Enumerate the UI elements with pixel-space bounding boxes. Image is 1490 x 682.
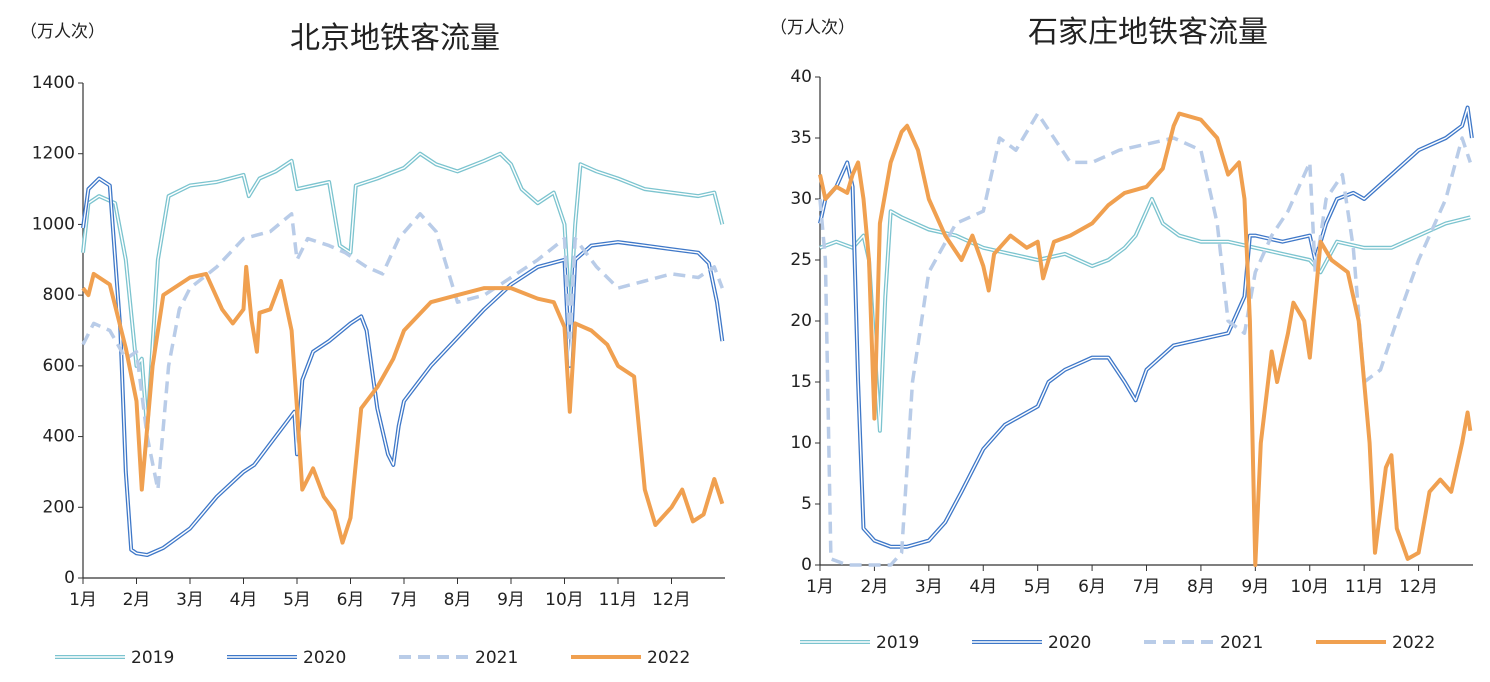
x-tick-label: 4月 [230, 590, 258, 610]
x-tick-label: 6月 [1078, 577, 1106, 597]
y-tick-label: 1000 [32, 214, 75, 234]
legend-label: 2019 [131, 648, 174, 668]
y-tick-label: 800 [43, 285, 75, 305]
y-tick-label: 15 [790, 372, 812, 392]
x-tick-label: 8月 [444, 590, 472, 610]
y-tick-label: 10 [790, 433, 812, 453]
legend-label: 2022 [1392, 633, 1435, 653]
y-axis-unit: （万人次） [770, 18, 855, 38]
x-tick-label: 9月 [497, 590, 525, 610]
series-line [81, 212, 724, 492]
y-tick-label: 30 [790, 189, 812, 209]
series-line-inner [819, 106, 1473, 548]
series-line-inner [82, 153, 723, 431]
legend-label: 2020 [303, 648, 346, 668]
x-tick-label: 6月 [337, 590, 365, 610]
x-tick-label: 3月 [176, 590, 204, 610]
legend-label: 2019 [876, 633, 919, 653]
y-tick-label: 35 [790, 128, 812, 148]
series-line [81, 264, 725, 545]
y-tick-label: 25 [790, 250, 812, 270]
series-line [818, 111, 1472, 567]
series-line-inner [82, 177, 723, 556]
chart-title: 北京地铁客流量 [290, 21, 500, 56]
y-tick-label: 20 [790, 311, 812, 331]
series-line-inner [819, 198, 1471, 432]
y-tick-label: 1200 [32, 144, 75, 164]
x-tick-label: 7月 [1133, 577, 1161, 597]
series-line [81, 151, 725, 432]
x-tick-label: 8月 [1187, 577, 1215, 597]
x-tick-label: 12月 [652, 590, 691, 610]
y-tick-label: 1400 [32, 73, 75, 93]
x-tick-label: 7月 [390, 590, 418, 610]
x-tick-label: 3月 [915, 577, 943, 597]
legend-label: 2021 [475, 648, 518, 668]
y-tick-label: 0 [801, 555, 812, 575]
series-line [818, 111, 1473, 567]
x-tick-label: 5月 [1024, 577, 1052, 597]
x-tick-label: 2月 [123, 590, 151, 610]
x-tick-label: 11月 [599, 590, 638, 610]
y-tick-label: 600 [43, 356, 75, 376]
y-tick-label: 0 [64, 568, 75, 588]
series-line [818, 105, 1474, 549]
series-line [81, 176, 725, 557]
x-tick-label: 4月 [969, 577, 997, 597]
y-axis-unit: （万人次） [20, 22, 105, 42]
x-tick-label: 10月 [545, 590, 584, 610]
legend-label: 2020 [1048, 633, 1091, 653]
x-tick-label: 11月 [1345, 577, 1384, 597]
chart-title: 石家庄地铁客流量 [1028, 15, 1268, 50]
x-tick-label: 2月 [861, 577, 889, 597]
series-line [819, 197, 1471, 433]
y-tick-label: 5 [801, 494, 812, 514]
x-tick-label: 9月 [1241, 577, 1269, 597]
x-tick-label: 10月 [1290, 577, 1329, 597]
x-tick-label: 12月 [1399, 577, 1438, 597]
x-tick-label: 1月 [806, 577, 834, 597]
x-tick-label: 5月 [283, 590, 311, 610]
legend-label: 2021 [1220, 633, 1263, 653]
x-tick-label: 1月 [69, 590, 97, 610]
y-tick-label: 400 [43, 427, 75, 447]
y-tick-label: 40 [790, 67, 812, 87]
y-tick-label: 200 [43, 497, 75, 517]
legend-label: 2022 [647, 648, 690, 668]
